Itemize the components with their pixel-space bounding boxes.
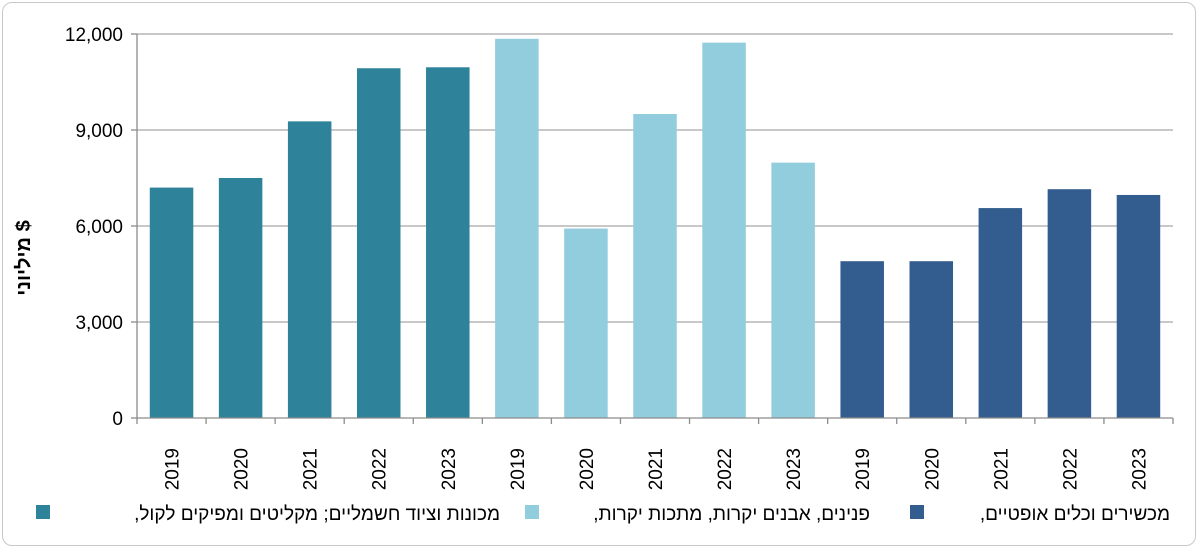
- bar: [218, 178, 263, 418]
- bar: [909, 261, 954, 418]
- x-tick-label: 2020: [577, 448, 598, 490]
- y-tick-label: 0: [112, 409, 123, 430]
- bar: [771, 162, 815, 418]
- bar: [564, 228, 608, 418]
- legend-swatch: [525, 505, 539, 519]
- bar: [1116, 194, 1161, 418]
- bar: [426, 67, 470, 418]
- x-tick-label: 2019: [853, 448, 874, 490]
- x-tick-label: 2020: [232, 448, 253, 490]
- bar: [495, 38, 539, 419]
- bar: [287, 121, 332, 419]
- bar: [149, 187, 194, 418]
- x-tick-label: 2019: [508, 448, 529, 490]
- bar: [356, 68, 401, 419]
- x-tick-label: 2020: [922, 448, 943, 490]
- x-tick-label: 2023: [784, 448, 805, 490]
- bar: [840, 261, 884, 418]
- legend-label: פנינים, אבנים יקרות, מתכות יקרות,: [593, 504, 870, 525]
- bar: [1047, 189, 1092, 418]
- x-tick-label: 2021: [991, 448, 1012, 490]
- legend-label: מכונות וציוד חשמליים; מקליטים ומפיקים לק…: [134, 504, 500, 525]
- y-axis: 0 3,000 6,000 9,000 12,000: [65, 25, 138, 430]
- x-tick-label: 2022: [1060, 448, 1081, 490]
- x-tick-label: 2023: [439, 448, 460, 490]
- bar: [702, 42, 746, 418]
- legend: מכשירים וכלים אופטיים, פנינים, אבנים יקרו…: [36, 504, 1170, 525]
- legend-swatch: [910, 505, 924, 519]
- x-axis: 2019 2020 2021 2022 2023 2019 2020 2021 2022 2023…: [136, 417, 1174, 490]
- x-tick-label: 2019: [163, 448, 184, 490]
- x-tick-label: 2021: [301, 448, 322, 490]
- y-tick-label: 9,000: [75, 121, 123, 142]
- x-tick-label: 2022: [370, 448, 391, 490]
- x-tick-label: 2023: [1129, 448, 1150, 490]
- legend-swatch: [36, 505, 50, 519]
- bar: [978, 208, 1023, 418]
- legend-label: מכשירים וכלים אופטיים,: [980, 504, 1170, 525]
- bars: [149, 38, 1161, 419]
- y-tick-label: 12,000: [65, 25, 123, 46]
- y-axis-label: מיליוני $: [13, 220, 35, 295]
- y-tick-label: 3,000: [75, 313, 123, 334]
- x-tick-label: 2021: [646, 448, 667, 490]
- y-tick-label: 6,000: [75, 217, 123, 238]
- x-tick-label: 2022: [715, 448, 736, 490]
- bar: [633, 114, 677, 418]
